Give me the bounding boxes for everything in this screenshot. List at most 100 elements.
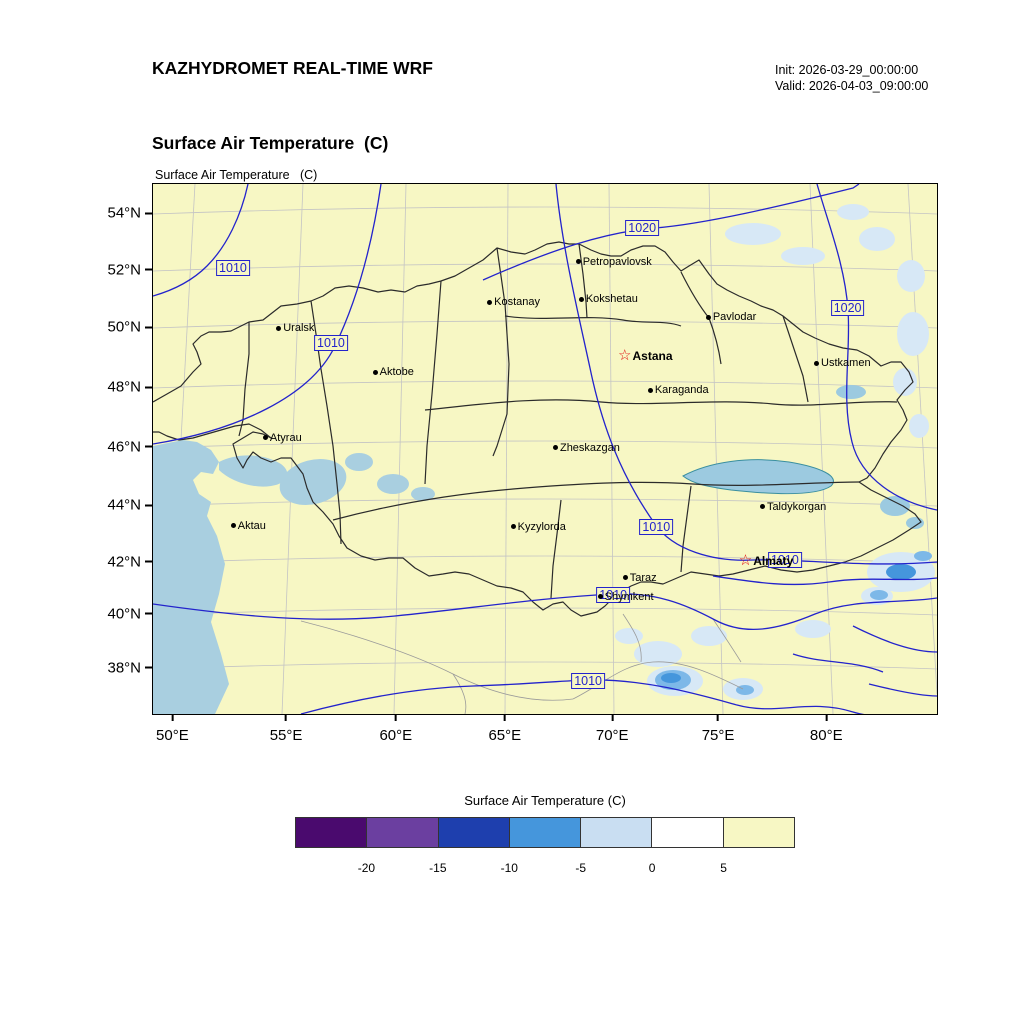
lat-label-text: 52°N [107, 261, 141, 279]
city-label: Aktobe [379, 366, 414, 379]
city-dot-icon [597, 594, 603, 600]
city-zheskazgan: Zheskazgan [552, 441, 620, 454]
city-label: Astana [632, 349, 673, 364]
isobar-label: 1010 [314, 335, 348, 351]
city-pavlodar: Pavlodar [705, 311, 757, 324]
lon-label-text: 70°E [595, 727, 629, 744]
colorbar [295, 817, 795, 848]
city-uralsk: Uralsk [276, 322, 314, 334]
colorbar-cell-5 [651, 818, 723, 847]
colorbar-ticks: -20 -15 -10 -5 0 5 [295, 861, 795, 879]
lat-label: 40°N [107, 605, 152, 622]
colorbar-tick: 0 [648, 861, 656, 875]
colorbar-title: Surface Air Temperature (C) [464, 793, 626, 808]
product-title: KAZHYDROMET REAL-TIME WRF [152, 58, 433, 78]
map-frame: Petropavlovsk Kostanay Kokshetau Pavlodar Ur… [152, 183, 938, 715]
city-dot-icon [622, 575, 628, 581]
city-label: Taraz [629, 571, 657, 584]
lat-tick [145, 445, 152, 448]
lat-label: 38°N [107, 659, 152, 676]
lon-tick [394, 714, 397, 721]
city-aktau: Aktau [230, 519, 266, 532]
colorbar-tick: -10 [500, 861, 518, 875]
city-aktobe: Aktobe [372, 366, 414, 379]
city-dot-icon [510, 524, 516, 530]
city-dot-icon [487, 299, 493, 305]
lon-label-text: 75°E [701, 727, 735, 744]
city-label: Kokshetau [585, 293, 638, 305]
isobar-label: 1010 [571, 673, 606, 690]
city-taldykorgan: Taldykorgan [759, 500, 827, 513]
colorbar-cell-3 [508, 818, 581, 847]
lat-label: 44°N [107, 497, 152, 514]
city-kokshetau: Kokshetau [578, 293, 638, 305]
colorbar-cell-2 [437, 818, 509, 847]
city-dot-icon [575, 259, 581, 265]
lat-label-text: 50°N [107, 318, 141, 336]
colorbar-tick: -20 [357, 861, 376, 875]
lat-label-text: 48°N [107, 378, 141, 396]
colorbar-tick: -5 [575, 861, 587, 875]
colorbar-cell-4 [580, 818, 652, 847]
lon-label-text: 80°E [809, 727, 843, 744]
city-kyzylorda: Kyzylorda [510, 521, 566, 533]
city-dot-icon [759, 504, 765, 510]
map-subtitle-temperature: Surface Air Temperature (C) [155, 168, 318, 182]
city-star-icon: ☆ [738, 551, 753, 569]
city-petropavlovsk: Petropavlovsk [575, 255, 652, 268]
lon-tick [503, 714, 506, 721]
lat-label: 52°N [107, 261, 152, 278]
lat-tick [145, 612, 152, 615]
city-label: Pavlodar [712, 311, 757, 324]
city-dot-icon [372, 369, 378, 375]
lat-label-text: 38°N [107, 659, 141, 677]
city-taraz: Taraz [622, 571, 657, 584]
city-atyrau: Atyrau [262, 432, 302, 444]
lon-label-text: 55°E [269, 727, 303, 744]
lon-tick [717, 714, 720, 721]
city-kostanay: Kostanay [487, 296, 540, 308]
lat-label-text: 46°N [107, 438, 141, 456]
lon-label: 70°E [596, 714, 629, 744]
city-label: Shymkent [604, 590, 654, 603]
city-label: Uralsk [283, 322, 315, 335]
city-label: Kostanay [494, 296, 540, 309]
city-label: Aktau [237, 519, 266, 532]
lon-tick [611, 714, 614, 721]
colorbar-tick: 5 [720, 861, 727, 875]
lon-label: 50°E [156, 714, 189, 744]
city-almaty: ☆ Almaty [738, 551, 794, 569]
map-canvas [153, 184, 937, 714]
lat-tick [145, 212, 152, 215]
lat-label-text: 42°N [107, 553, 141, 571]
isobar-label: 1010 [639, 518, 674, 535]
city-label: Petropavlovsk [582, 255, 652, 268]
city-dot-icon [262, 435, 268, 441]
city-dot-icon [705, 314, 711, 320]
lon-label: 60°E [379, 714, 412, 744]
city-ustkamen: Ustkamen [814, 357, 871, 369]
cold-shading-light [615, 204, 935, 700]
city-label: Karaganda [654, 384, 709, 397]
city-dot-icon [647, 387, 653, 393]
lat-tick [145, 560, 152, 563]
caspian-aral-water [153, 440, 435, 714]
latitude-axis: 54°N 52°N 50°N 48°N 46°N 44°N 42°N 40°N 38°N [88, 183, 152, 713]
lon-tick [285, 714, 288, 721]
lat-label-text: 54°N [107, 204, 141, 222]
lat-tick [145, 504, 152, 507]
isobar-label: 1020 [625, 219, 660, 236]
city-dot-icon [578, 296, 584, 302]
lon-label-text: 65°E [488, 727, 522, 744]
city-astana: ☆ Astana [618, 348, 673, 364]
lat-label: 54°N [107, 205, 152, 222]
city-label: Taldykorgan [766, 500, 827, 513]
city-label: Almaty [753, 553, 794, 568]
isobar-label: 1010 [596, 586, 631, 603]
lat-tick [145, 666, 152, 669]
lat-tick [145, 386, 152, 389]
city-label: Zheskazgan [559, 441, 620, 454]
product-subtitle-temperature: Surface Air Temperature (C) [152, 133, 389, 153]
lat-label: 48°N [107, 379, 152, 396]
